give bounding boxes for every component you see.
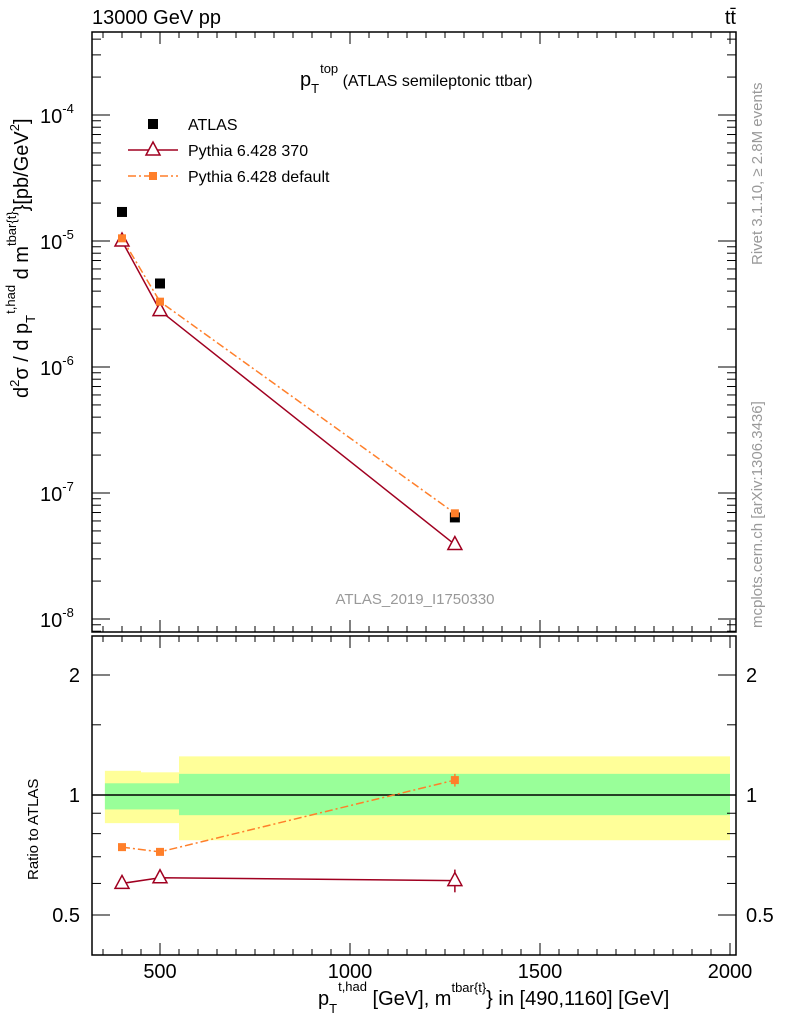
mcplots-label: mcplots.cern.ch [arXiv:1306.3436] — [749, 401, 766, 628]
legend-marker — [144, 140, 162, 156]
analysis-id: ATLAS_2019_I1750330 — [335, 591, 494, 608]
ratio-y-tick-label: 0.5 — [52, 905, 80, 927]
x-axis-label: pTt,had [GeV], mtbar{t}} in [490,1160] [… — [318, 979, 669, 1016]
ratio-point — [118, 843, 126, 852]
ratio-point — [446, 870, 464, 887]
data-point — [151, 301, 169, 317]
data-point — [446, 534, 464, 551]
y-tick-exponent: -7 — [62, 479, 74, 494]
legend-label: Pythia 6.428 default — [188, 169, 330, 186]
plot-title: pTtop (ATLAS semileptonic ttbar) — [300, 61, 533, 96]
y-tick-mantissa: 10 — [40, 106, 62, 128]
ratio-y-tick-label-right: 1 — [746, 785, 757, 807]
data-point — [450, 509, 459, 518]
ratio-axis-label: Ratio to ATLAS — [25, 779, 42, 880]
ratio-point — [151, 868, 169, 884]
x-tick-label: 2000 — [708, 961, 753, 983]
y-tick-label: 10-4 — [40, 101, 74, 128]
y-tick-mantissa: 10 — [40, 610, 62, 632]
y-tick-exponent: -4 — [62, 101, 74, 116]
y-tick-exponent: -6 — [62, 353, 74, 368]
data-point — [155, 278, 165, 289]
legend-marker — [149, 172, 157, 180]
ratio-series-line — [121, 877, 455, 885]
x-tick-label: 500 — [143, 961, 176, 983]
y-tick-label: 10-8 — [40, 605, 74, 632]
legend-label: Pythia 6.428 370 — [188, 143, 308, 160]
x-tick-label: 1000 — [328, 961, 373, 983]
data-point — [156, 297, 164, 306]
data-point — [118, 234, 126, 243]
data-point — [117, 206, 127, 217]
y-tick-mantissa: 10 — [40, 232, 62, 254]
ratio-plot: 2 2 1 1 0.5 0.5 500 1000 1500 2000 — [52, 635, 774, 983]
energy-label: 13000 GeV pp — [92, 7, 221, 29]
legend-marker — [148, 119, 158, 129]
y-tick-mantissa: 10 — [40, 484, 62, 506]
legend: ATLAS Pythia 6.428 370 Pythia 6.428 defaul… — [128, 117, 330, 186]
ratio-y-tick-label: 1 — [69, 785, 80, 807]
ratio-point — [156, 847, 164, 856]
y-tick-mantissa: 10 — [40, 358, 62, 380]
uncertainty-band-inner — [141, 783, 179, 810]
rivet-label: Rivet 3.1.10, ≥ 2.8M events — [749, 83, 766, 266]
y-axis-label: d2σ / d pTt,had d mtbar{t}}[pb/GeV2] — [3, 118, 38, 398]
series-line — [121, 240, 456, 546]
plot-frame — [91, 31, 737, 633]
y-tick-exponent: -8 — [62, 605, 74, 620]
ratio-y-tick-label-right: 2 — [746, 665, 757, 687]
y-tick-exponent: -5 — [62, 227, 74, 242]
process-label: tt̄ — [725, 7, 737, 29]
main-plot: 10-410-510-610-710-8 — [40, 31, 737, 633]
y-tick-label: 10-7 — [40, 479, 74, 506]
ratio-y-tick-label-right: 0.5 — [746, 905, 774, 927]
ratio-point — [450, 776, 459, 785]
x-tick-label: 1500 — [518, 961, 563, 983]
ratio-y-tick-label: 2 — [69, 665, 80, 687]
uncertainty-band-inner — [104, 783, 141, 810]
ratio-point — [113, 873, 131, 890]
series-line — [121, 237, 456, 514]
y-tick-label: 10-5 — [40, 227, 74, 254]
data-point — [449, 512, 460, 523]
legend-label: ATLAS — [188, 117, 238, 134]
y-tick-label: 10-6 — [40, 353, 74, 380]
